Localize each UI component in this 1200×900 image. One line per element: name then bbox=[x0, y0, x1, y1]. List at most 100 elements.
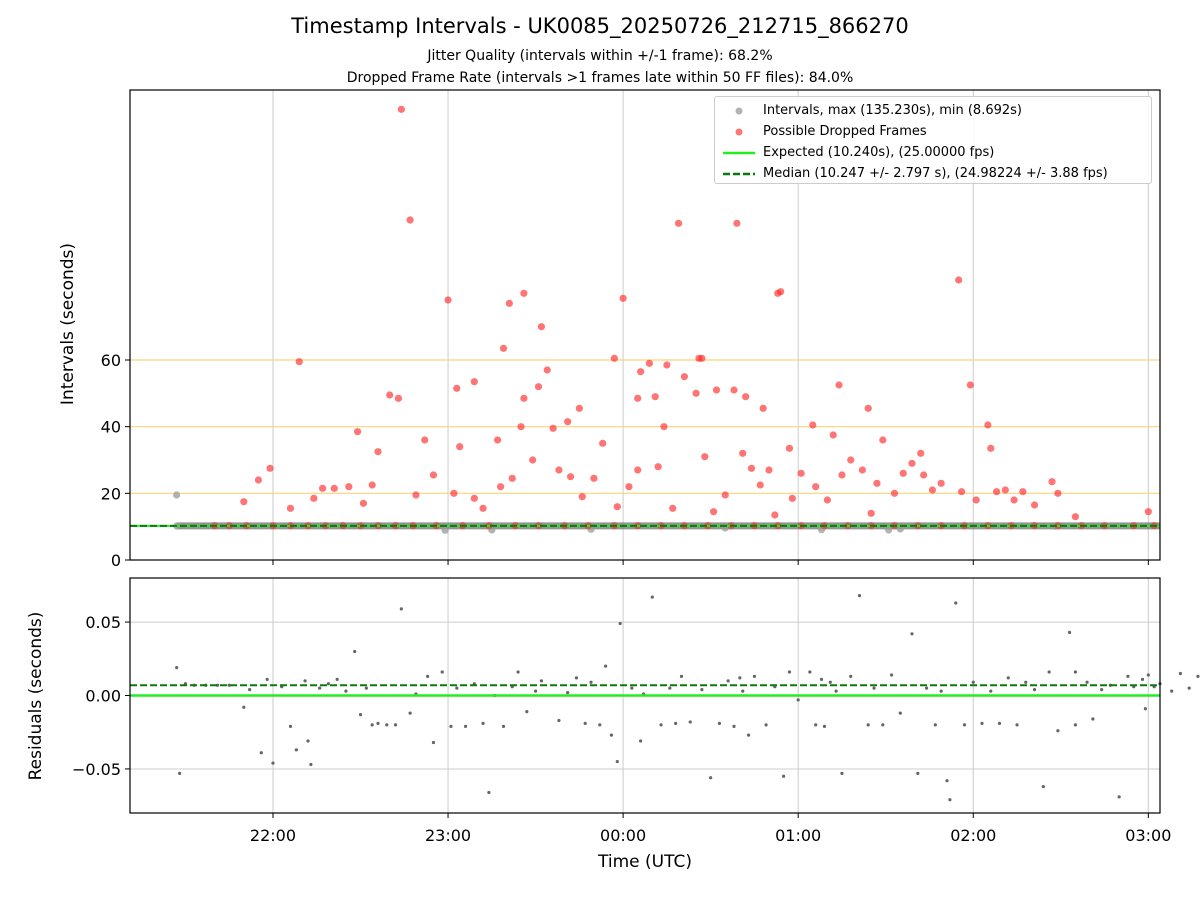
x-axis-label: Time (UTC) bbox=[598, 852, 692, 872]
dropped-frame-point bbox=[993, 488, 1001, 496]
dropped-frame-point bbox=[318, 484, 327, 492]
dropped-frame-point bbox=[543, 366, 551, 374]
dropped-frame-point bbox=[701, 453, 709, 461]
dropped-frame-point bbox=[394, 394, 403, 402]
residual-point bbox=[709, 776, 713, 780]
residual-point bbox=[1126, 674, 1130, 679]
dropped-frame-point bbox=[625, 483, 633, 491]
residual-point bbox=[481, 721, 485, 726]
residual-point bbox=[259, 751, 263, 755]
residual-point bbox=[1032, 688, 1037, 692]
dropped-frame-point bbox=[634, 466, 642, 474]
residual-point bbox=[326, 682, 331, 686]
residual-point bbox=[376, 721, 380, 726]
residual-point bbox=[533, 689, 538, 693]
residual-point bbox=[463, 724, 468, 728]
dropped-frame-point bbox=[937, 479, 945, 487]
dropped-frame-point bbox=[534, 383, 543, 391]
dropped-frame-point bbox=[566, 473, 575, 481]
dropped-frame-point bbox=[847, 456, 855, 464]
residual-point bbox=[889, 673, 894, 677]
residual-point bbox=[364, 686, 368, 690]
dropped-frame-point bbox=[709, 508, 718, 516]
residual-point bbox=[178, 771, 182, 775]
residual-point bbox=[318, 686, 322, 690]
residual-point bbox=[242, 705, 246, 709]
residual-point bbox=[1146, 673, 1150, 677]
legend-item-intervals: Intervals, max (135.230s), min (8.692s) bbox=[715, 101, 1151, 121]
residual-point bbox=[939, 689, 943, 693]
dropped-frame-point bbox=[645, 359, 653, 367]
dropped-frame-point bbox=[412, 491, 420, 499]
residual-point bbox=[604, 664, 608, 668]
dropped-frame-point bbox=[829, 431, 837, 439]
residual-point bbox=[630, 686, 634, 690]
jitter-quality-subtitle: Jitter Quality (intervals within +/-1 fr… bbox=[427, 48, 773, 64]
residual-point bbox=[787, 670, 792, 674]
dropped-frame-point bbox=[733, 219, 741, 227]
residual-point bbox=[1056, 729, 1060, 733]
dropped-frame-point bbox=[599, 439, 607, 447]
gray-marker-icon bbox=[735, 107, 743, 115]
dropped-frame-point bbox=[1030, 501, 1039, 509]
dropped-frame-point bbox=[765, 466, 773, 474]
residual-point bbox=[796, 698, 800, 702]
residual-point bbox=[916, 771, 920, 775]
dropped-frame-point bbox=[555, 466, 563, 474]
residual-point bbox=[449, 724, 453, 728]
solid-line-icon bbox=[723, 151, 755, 155]
interval-point bbox=[441, 526, 449, 534]
dropped-frame-point bbox=[712, 386, 721, 394]
residual-point bbox=[1117, 795, 1121, 799]
dropped-frame-point bbox=[590, 474, 598, 482]
residual-point bbox=[866, 723, 870, 727]
dropped-frame-point bbox=[1144, 508, 1152, 516]
dropped-frame-point bbox=[505, 299, 513, 307]
dropped-frame-point bbox=[429, 471, 438, 479]
dropped-frame-point bbox=[353, 428, 362, 436]
residual-point bbox=[822, 724, 827, 728]
intervals-y-tick-label: 60 bbox=[101, 351, 121, 370]
dropped-frame-point bbox=[450, 489, 458, 497]
residual-point bbox=[618, 621, 622, 626]
dropped-frame-point bbox=[330, 484, 338, 492]
dropped-frame-point bbox=[797, 469, 805, 477]
residual-point bbox=[679, 674, 684, 679]
residual-point bbox=[674, 721, 678, 726]
residual-point bbox=[814, 723, 818, 727]
dropped-frame-point bbox=[549, 424, 557, 432]
dropped-frame-point bbox=[359, 499, 368, 507]
x-tick-label: 03:00 bbox=[1125, 826, 1171, 845]
dropped-frame-point bbox=[619, 294, 627, 302]
residual-point bbox=[248, 688, 252, 692]
dropped-frame-point bbox=[634, 394, 642, 402]
x-tick-label: 23:00 bbox=[425, 826, 471, 845]
residual-point bbox=[971, 680, 975, 684]
residual-point bbox=[516, 670, 520, 674]
residual-point bbox=[764, 723, 768, 727]
residual-point bbox=[1006, 676, 1010, 680]
dropped-frame-point bbox=[453, 384, 461, 392]
dropped-frame-point bbox=[899, 469, 907, 477]
dropped-frame-point bbox=[470, 494, 478, 502]
dropped-frame-point bbox=[972, 496, 980, 504]
dropped-frame-point bbox=[823, 496, 831, 504]
residual-point bbox=[1187, 686, 1191, 690]
intervals-y-tick-label: 40 bbox=[101, 418, 121, 437]
residual-point bbox=[948, 798, 952, 802]
dropped-frame-point bbox=[444, 296, 452, 304]
dropped-frame-point bbox=[1010, 496, 1018, 504]
residual-point bbox=[583, 721, 587, 726]
dropped-frame-point bbox=[254, 476, 262, 484]
residuals-axes-frame bbox=[129, 577, 1161, 814]
dashed-line-icon bbox=[723, 172, 755, 176]
dropped-frame-point bbox=[984, 421, 992, 429]
dropped-frame-point bbox=[456, 443, 464, 451]
dropped-frame-point bbox=[742, 393, 750, 401]
residual-point bbox=[408, 711, 412, 715]
dropped-frame-point bbox=[654, 463, 662, 471]
dropped-frame-point bbox=[890, 489, 899, 497]
legend-label-dropped: Possible Dropped Frames bbox=[763, 124, 927, 139]
dropped-frame-point bbox=[494, 436, 502, 444]
